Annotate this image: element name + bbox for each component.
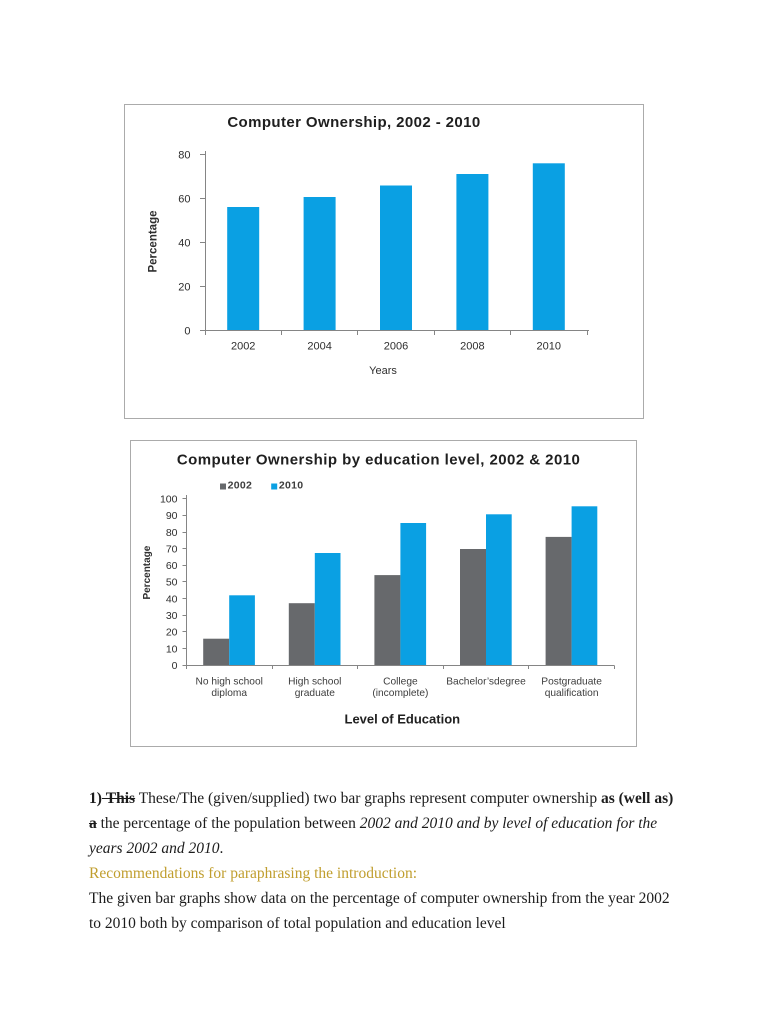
svg-text:Percentage: Percentage bbox=[142, 545, 153, 599]
svg-text:10: 10 bbox=[166, 643, 178, 655]
svg-text:2002: 2002 bbox=[231, 341, 255, 353]
svg-text:diploma: diploma bbox=[211, 688, 247, 699]
svg-text:2008: 2008 bbox=[460, 341, 484, 353]
svg-text:20: 20 bbox=[166, 627, 178, 639]
svg-text:graduate: graduate bbox=[295, 688, 336, 699]
svg-text:(incomplete): (incomplete) bbox=[372, 688, 428, 699]
svg-text:2004: 2004 bbox=[307, 341, 331, 353]
svg-text:2006: 2006 bbox=[384, 341, 408, 353]
svg-text:Years: Years bbox=[369, 365, 397, 377]
svg-text:College: College bbox=[383, 677, 418, 688]
svg-text:80: 80 bbox=[166, 527, 178, 539]
svg-text:Computer Ownership by educatio: Computer Ownership by education level, 2… bbox=[177, 452, 580, 469]
svg-text:40: 40 bbox=[166, 593, 178, 605]
svg-text:Percentage: Percentage bbox=[148, 210, 160, 272]
svg-text:70: 70 bbox=[166, 543, 178, 555]
svg-text:60: 60 bbox=[178, 193, 190, 205]
svg-text:0: 0 bbox=[184, 325, 190, 337]
svg-text:40: 40 bbox=[178, 237, 190, 249]
svg-text:Level of Education: Level of Education bbox=[345, 711, 461, 726]
svg-text:2010: 2010 bbox=[279, 480, 304, 492]
svg-text:100: 100 bbox=[160, 494, 178, 506]
svg-text:High school: High school bbox=[288, 677, 341, 688]
svg-text:2002: 2002 bbox=[228, 480, 253, 492]
svg-text:No high school: No high school bbox=[195, 677, 262, 688]
svg-text:80: 80 bbox=[178, 149, 190, 161]
svg-text:Postgraduate: Postgraduate bbox=[541, 677, 602, 688]
svg-text:30: 30 bbox=[166, 610, 178, 622]
svg-text:20: 20 bbox=[178, 281, 190, 293]
svg-text:Bachelor’sdegree: Bachelor’sdegree bbox=[446, 677, 526, 688]
svg-text:0: 0 bbox=[172, 660, 178, 672]
svg-text:50: 50 bbox=[166, 577, 178, 589]
svg-text:2010: 2010 bbox=[537, 341, 561, 353]
svg-text:60: 60 bbox=[166, 560, 178, 572]
svg-text:90: 90 bbox=[166, 510, 178, 522]
svg-text:Computer Ownership, 2002 - 201: Computer Ownership, 2002 - 2010 bbox=[227, 114, 480, 131]
svg-text:qualification: qualification bbox=[545, 688, 599, 699]
